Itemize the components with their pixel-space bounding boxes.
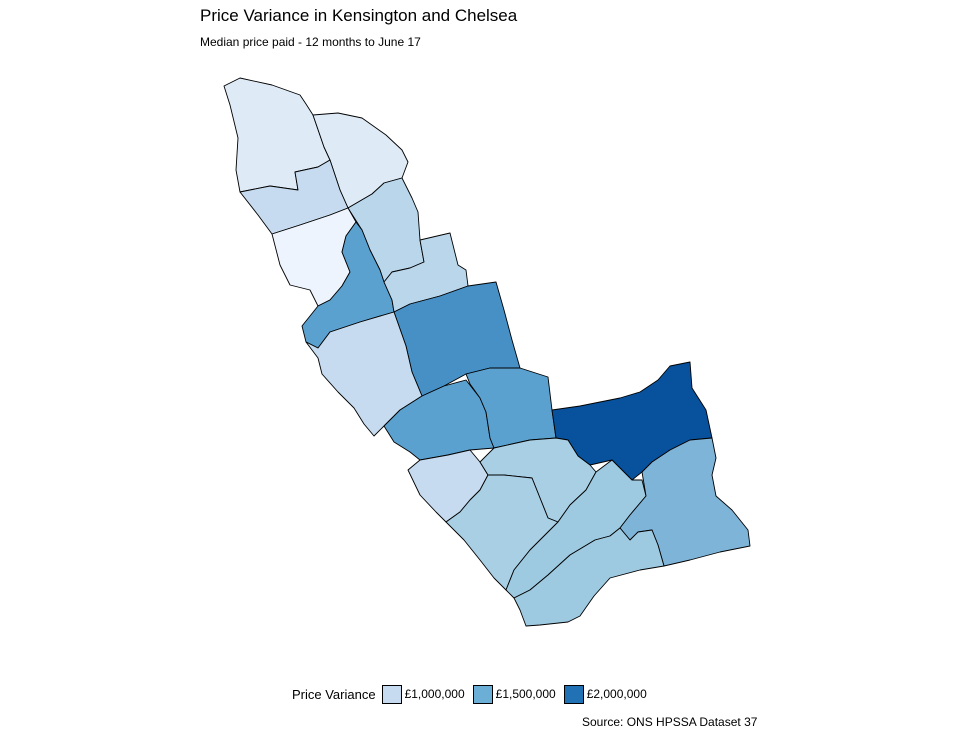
chart-subtitle: Median price paid - 12 months to June 17 bbox=[200, 35, 421, 49]
legend-label: £1,000,000 bbox=[404, 687, 465, 701]
source-caption: Source: ONS HPSSA Dataset 37 bbox=[582, 715, 758, 729]
legend-label: £1,500,000 bbox=[495, 687, 556, 701]
legend-label: £2,000,000 bbox=[586, 687, 647, 701]
legend-item: £2,000,000 bbox=[563, 684, 647, 704]
legend-swatch bbox=[472, 684, 493, 704]
ward-southwest bbox=[445, 474, 559, 591]
legend: Price Variance £1,000,000 £1,500,000 £2,… bbox=[292, 683, 655, 705]
legend-title: Price Variance bbox=[292, 686, 376, 702]
legend-item: £1,500,000 bbox=[472, 684, 556, 704]
legend-item: £1,000,000 bbox=[381, 684, 465, 704]
legend-swatch bbox=[381, 684, 402, 704]
legend-swatch bbox=[563, 684, 584, 704]
chart-title: Price Variance in Kensington and Chelsea bbox=[200, 6, 518, 25]
ward-south bbox=[513, 527, 665, 627]
